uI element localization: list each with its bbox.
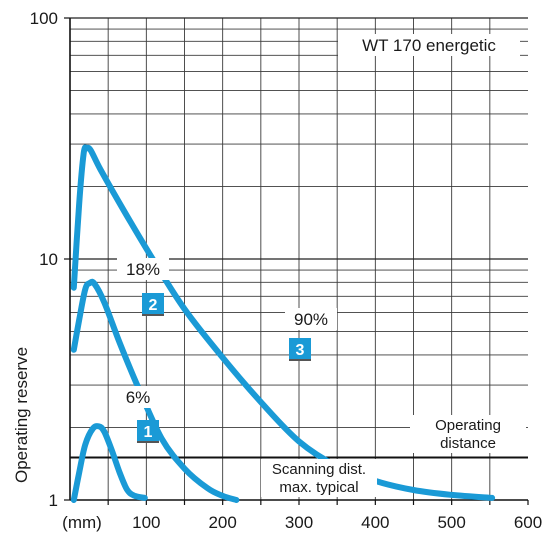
y-axis-label: Operating reserve <box>12 347 31 483</box>
y-tick-label: 1 <box>49 491 58 510</box>
chart-title-box <box>338 34 520 56</box>
series-label-bg <box>285 308 337 330</box>
series-label-3: 90% <box>294 310 328 329</box>
y-tick-label: 10 <box>39 250 58 269</box>
operating-distance-annotation-bg <box>410 415 526 453</box>
series-badge-2 <box>142 293 164 315</box>
series-layer <box>70 144 496 503</box>
series-badge-3 <box>289 338 311 360</box>
tick-labels: 100 200 300 400 500 600 1 10 100 <box>30 9 543 532</box>
y-tick-label: 100 <box>30 9 58 28</box>
series-label-2: 18% <box>126 260 160 279</box>
x-axis-unit-label: (mm) <box>62 513 102 532</box>
annotations: Operating distance Scanning dist. max. typi… <box>261 415 526 497</box>
series-labels: 6% 1 18% 2 90% 3 <box>112 258 337 443</box>
x-tick-label: 300 <box>285 513 313 532</box>
series-line-2 <box>70 278 240 503</box>
series-badge-number-1: 1 <box>144 424 153 441</box>
series-label-1: 6% <box>126 388 151 407</box>
scanning-distance-annotation: Scanning dist. max. typical <box>272 461 366 496</box>
series-badge-number-3: 3 <box>296 342 305 359</box>
series-badge-1 <box>137 420 159 442</box>
x-tick-label: 200 <box>208 513 236 532</box>
chart-title: WT 170 energetic <box>362 36 496 55</box>
series-line-1 <box>70 423 148 503</box>
x-tick-label: 400 <box>361 513 389 532</box>
x-tick-label: 600 <box>514 513 542 532</box>
x-tick-label: 500 <box>437 513 465 532</box>
series-label-bg <box>117 258 169 280</box>
scanning-distance-annotation-bg <box>261 459 377 497</box>
series-label-bg <box>112 386 164 408</box>
operating-distance-annotation: Operating distance <box>435 417 501 452</box>
series-line-3 <box>70 144 496 501</box>
series-badge-number-2: 2 <box>149 297 158 314</box>
x-tick-label: 100 <box>132 513 160 532</box>
